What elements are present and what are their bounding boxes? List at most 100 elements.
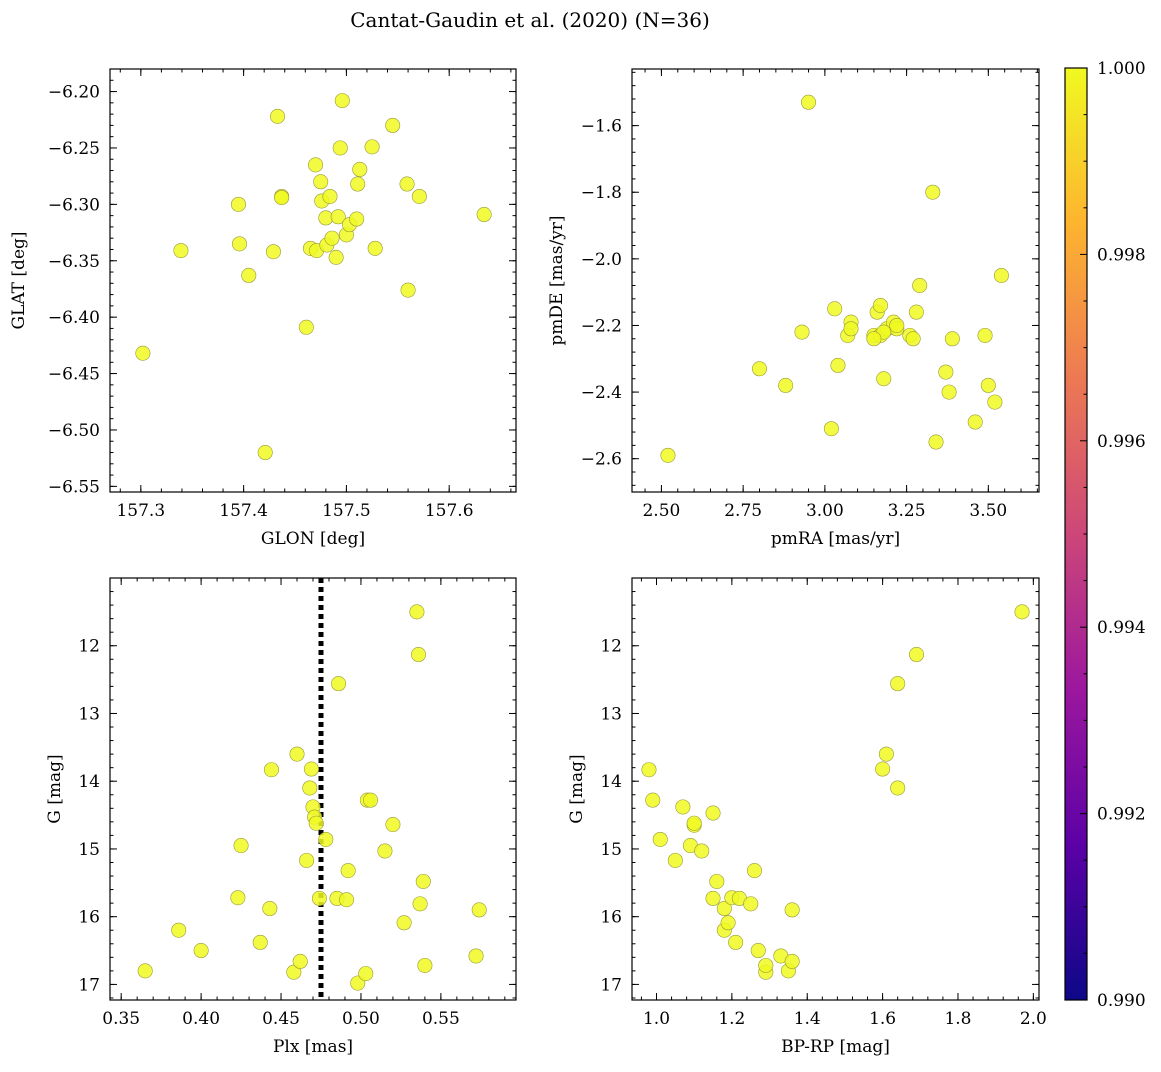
data-point	[471, 902, 487, 918]
data-point	[827, 301, 843, 317]
data-point	[193, 943, 209, 959]
data-point	[349, 211, 365, 227]
data-point	[938, 364, 954, 380]
data-point	[801, 94, 817, 110]
data-point	[289, 746, 305, 762]
x-axis-label: BP-RP [mag]	[781, 1037, 890, 1057]
data-point	[263, 762, 279, 778]
data-point	[843, 321, 859, 337]
data-point	[905, 331, 921, 347]
y-tick-label: −6.45	[48, 365, 100, 385]
y-tick-label: −2.2	[581, 316, 622, 336]
x-tick-label: 2.50	[642, 501, 680, 521]
panel-plx-g: 0.35 0.40 0.45 0.50 0.55 12 13 14 15 16 17 Plx [mas…	[45, 577, 517, 1057]
data-point	[364, 139, 380, 155]
data-point	[1014, 604, 1030, 620]
data-point	[377, 843, 393, 859]
y-axis-label: pmDE [mas/yr]	[547, 215, 567, 345]
x-tick-label: 1.8	[944, 1009, 971, 1029]
x-axis-label: Plx [mas]	[273, 1037, 353, 1057]
data-point	[311, 890, 327, 906]
data-point	[308, 815, 324, 831]
data-point	[645, 792, 661, 808]
x-tick-label: 2.0	[1020, 1009, 1047, 1029]
y-axis-label: GLAT [deg]	[9, 231, 29, 329]
data-point	[993, 268, 1009, 284]
colorbar-tick-label: 0.990	[1097, 991, 1146, 1011]
data-point	[339, 892, 355, 908]
data-point	[750, 943, 766, 959]
data-point	[322, 188, 338, 204]
y-tick-label: −2.0	[581, 250, 622, 270]
data-point	[350, 176, 366, 192]
x-tick-label: 1.0	[643, 1009, 670, 1029]
y-tick-label: 12	[600, 637, 622, 657]
data-point	[330, 209, 346, 225]
plot-area	[631, 68, 1040, 493]
y-tick-label: −6.50	[48, 421, 100, 441]
data-point	[925, 184, 941, 200]
y-tick-label: 15	[78, 840, 100, 860]
colorbar-tick-label: 0.996	[1097, 432, 1146, 452]
data-point	[890, 676, 906, 692]
data-point	[298, 319, 314, 335]
data-point	[399, 176, 415, 192]
y-axis-label: G [mag]	[45, 754, 65, 823]
data-point	[728, 934, 744, 950]
data-point	[358, 966, 374, 982]
data-point	[363, 792, 379, 808]
data-point	[334, 93, 350, 109]
y-tick-label: −6.35	[48, 252, 100, 272]
data-point	[252, 934, 268, 950]
data-point	[340, 863, 356, 879]
y-tick-label: −2.4	[581, 383, 622, 403]
data-point	[652, 831, 668, 847]
colorbar: 1.000 0.998 0.996 0.994 0.992 0.990	[1064, 59, 1146, 1011]
data-point	[641, 762, 657, 778]
data-point	[385, 817, 401, 833]
data-point	[171, 922, 187, 938]
data-point	[928, 434, 944, 450]
data-point	[686, 815, 702, 831]
y-tick-label: 14	[78, 772, 100, 792]
y-tick-label: −6.30	[48, 195, 100, 215]
x-tick-label: 157.5	[322, 501, 371, 521]
data-point	[292, 953, 308, 969]
y-tick-label: 17	[600, 975, 622, 995]
data-point	[230, 890, 246, 906]
y-tick-label: −6.55	[48, 477, 100, 497]
data-point	[875, 761, 891, 777]
data-point	[878, 746, 894, 762]
data-point	[468, 948, 484, 964]
data-point	[230, 196, 246, 212]
panel-glon-glat: 157.3 157.4 157.5 157.6 −6.20 −6.25 −6.30 −6.35…	[9, 68, 517, 549]
data-point	[866, 331, 882, 347]
data-point	[705, 805, 721, 821]
data-point	[967, 414, 983, 430]
y-tick-label: −2.6	[581, 450, 622, 470]
data-point	[987, 394, 1003, 410]
x-tick-label: 157.4	[219, 501, 268, 521]
data-point	[135, 345, 151, 361]
data-point	[332, 140, 348, 156]
data-point	[409, 604, 425, 620]
data-point	[908, 304, 924, 320]
data-point	[318, 831, 334, 847]
y-axis-label: G [mag]	[567, 754, 587, 823]
colorbar-ticks: 1.000 0.998 0.996 0.994 0.992 0.990	[1080, 59, 1146, 1011]
data-point	[274, 190, 290, 206]
data-point	[415, 873, 431, 889]
data-point	[313, 174, 329, 190]
data-point	[709, 873, 725, 889]
data-point	[977, 327, 993, 343]
data-point	[716, 901, 732, 917]
data-point	[303, 761, 319, 777]
x-axis-label: GLON [deg]	[261, 529, 365, 549]
plot-area	[109, 68, 517, 493]
data-point	[830, 357, 846, 373]
x-tick-label: 1.4	[794, 1009, 821, 1029]
data-point	[980, 377, 996, 393]
y-tick-label: −1.8	[581, 183, 622, 203]
data-point	[412, 896, 428, 912]
